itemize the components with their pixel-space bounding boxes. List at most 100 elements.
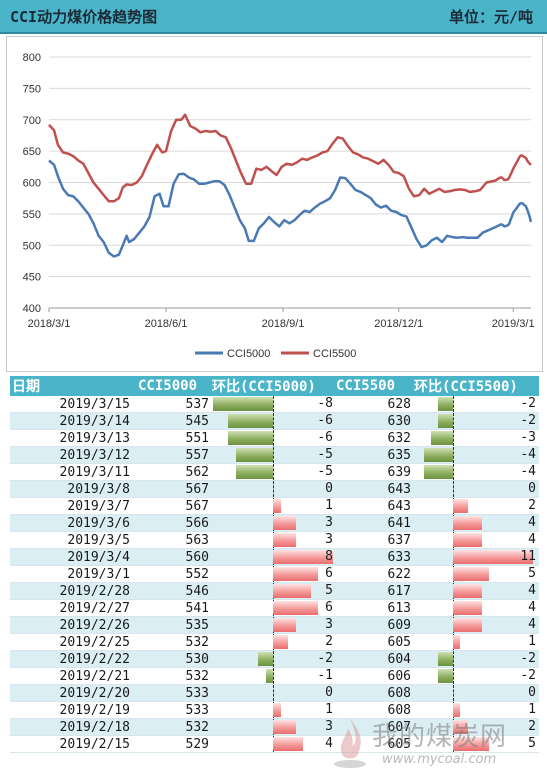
cell-date: 2019/2/22 bbox=[10, 650, 138, 668]
cell-cci5000: 552 bbox=[138, 565, 212, 583]
change-bar-negative bbox=[235, 448, 273, 462]
change-bar-positive bbox=[273, 703, 281, 717]
change-value: -8 bbox=[317, 396, 333, 411]
cell-cci5500: 617 bbox=[336, 582, 414, 600]
change-value: 4 bbox=[528, 583, 536, 598]
change-bar-negative bbox=[235, 465, 273, 479]
y-tick-label: 800 bbox=[23, 52, 41, 64]
cell-date: 2019/3/6 bbox=[10, 514, 138, 532]
cell-cci5000-change: 3 bbox=[212, 531, 336, 549]
cell-cci5000: 557 bbox=[138, 446, 212, 464]
change-bar-positive bbox=[273, 516, 296, 530]
cell-cci5000: 562 bbox=[138, 463, 212, 481]
change-value: 5 bbox=[528, 566, 536, 581]
change-bar-negative bbox=[213, 397, 273, 411]
col-header-cci5500-change: 环比(CCI5500) bbox=[414, 376, 539, 396]
cell-cci5500-change: -4 bbox=[414, 446, 539, 464]
cell-cci5000: 535 bbox=[138, 616, 212, 634]
cell-cci5500-change: 0 bbox=[414, 684, 539, 702]
change-value: -2 bbox=[317, 651, 333, 666]
cell-cci5000: 560 bbox=[138, 548, 212, 566]
change-bar-positive bbox=[273, 720, 296, 734]
cell-cci5000: 530 bbox=[138, 650, 212, 668]
cell-cci5000-change: 3 bbox=[212, 718, 336, 736]
cell-cci5500: 641 bbox=[336, 514, 414, 532]
change-bar-negative bbox=[228, 431, 273, 445]
chart-canvas: 400 450 500 550 600 650 700 750 800 2018/3/1 2018/… bbox=[23, 52, 535, 360]
cell-cci5500: 628 bbox=[336, 396, 414, 413]
cell-cci5000-change: 8 bbox=[212, 548, 336, 566]
col-header-cci5000: CCI5000 bbox=[138, 376, 212, 396]
change-value: -2 bbox=[520, 396, 536, 411]
cell-cci5500: 637 bbox=[336, 531, 414, 549]
change-value: 8 bbox=[325, 549, 333, 564]
change-bar-negative bbox=[423, 465, 453, 479]
change-bar-positive bbox=[453, 601, 483, 615]
cell-date: 2019/2/25 bbox=[10, 633, 138, 651]
change-value: -5 bbox=[317, 464, 333, 479]
change-value: -4 bbox=[520, 447, 536, 462]
cell-cci5000-change: 6 bbox=[212, 599, 336, 617]
change-bar-positive bbox=[273, 584, 311, 598]
table-row: 2019/2/19 533 1 608 1 bbox=[10, 701, 539, 719]
cell-cci5500: 604 bbox=[336, 650, 414, 668]
change-bar-positive bbox=[453, 499, 468, 513]
change-bar-positive bbox=[453, 737, 490, 751]
cell-cci5500-change: 5 bbox=[414, 735, 539, 753]
change-bar-positive bbox=[273, 618, 296, 632]
zero-axis-line bbox=[453, 396, 454, 412]
change-value: 6 bbox=[325, 600, 333, 615]
change-bar-positive bbox=[453, 533, 483, 547]
col-header-cci5000-change: 环比(CCI5000) bbox=[212, 376, 336, 396]
change-value: 1 bbox=[528, 702, 536, 717]
table-row: 2019/3/6 566 3 641 4 bbox=[10, 514, 539, 532]
cell-cci5500-change: -2 bbox=[414, 396, 539, 413]
change-bar-positive bbox=[273, 737, 303, 751]
cell-cci5000: 545 bbox=[138, 412, 212, 430]
col-header-cci5500: CCI5500 bbox=[336, 376, 414, 396]
cell-date: 2019/3/4 bbox=[10, 548, 138, 566]
cell-date: 2019/2/19 bbox=[10, 701, 138, 719]
change-value: 4 bbox=[528, 532, 536, 547]
cell-cci5000: 567 bbox=[138, 480, 212, 498]
zero-axis-line bbox=[453, 668, 454, 684]
col-header-date: 日期 bbox=[10, 376, 138, 396]
price-table: 日期 CCI5000 环比(CCI5000) CCI5500 环比(CCI550… bbox=[10, 376, 539, 753]
cell-cci5000: 563 bbox=[138, 531, 212, 549]
zero-axis-line bbox=[453, 430, 454, 446]
change-bar-positive bbox=[453, 635, 461, 649]
cell-cci5500: 622 bbox=[336, 565, 414, 583]
change-value: 2 bbox=[325, 634, 333, 649]
cell-date: 2019/2/26 bbox=[10, 616, 138, 634]
cell-cci5000-change: -8 bbox=[212, 396, 336, 413]
cell-cci5000-change: -5 bbox=[212, 463, 336, 481]
cell-cci5500-change: 4 bbox=[414, 599, 539, 617]
legend-label-cci5000: CCI5000 bbox=[227, 348, 270, 360]
table-row: 2019/2/25 532 2 605 1 bbox=[10, 633, 539, 651]
zero-axis-line bbox=[273, 447, 274, 463]
cell-cci5500: 613 bbox=[336, 599, 414, 617]
table-row: 2019/3/13 551 -6 632 -3 bbox=[10, 429, 539, 447]
change-bar-negative bbox=[438, 652, 453, 666]
cell-cci5500-change: 1 bbox=[414, 701, 539, 719]
zero-axis-line bbox=[453, 413, 454, 429]
y-tick-label: 700 bbox=[23, 115, 41, 127]
watermark-text: 我的煤炭网 bbox=[372, 722, 508, 752]
change-value: 4 bbox=[528, 600, 536, 615]
cell-cci5000: 532 bbox=[138, 667, 212, 685]
change-value: 0 bbox=[528, 685, 536, 700]
change-value: 1 bbox=[325, 498, 333, 513]
cell-cci5000: 567 bbox=[138, 497, 212, 515]
table-row: 2019/2/21 532 -1 606 -2 bbox=[10, 667, 539, 685]
table-row: 2019/3/14 545 -6 630 -2 bbox=[10, 412, 539, 430]
change-value: 3 bbox=[325, 515, 333, 530]
change-value: 3 bbox=[325, 719, 333, 734]
cell-cci5000-change: 4 bbox=[212, 735, 336, 753]
cell-date: 2019/2/15 bbox=[10, 735, 138, 753]
change-value: -6 bbox=[317, 430, 333, 445]
cell-cci5500-change: 2 bbox=[414, 718, 539, 736]
line-chart: 400 450 500 550 600 650 700 750 800 2018/3/1 2018/… bbox=[6, 36, 543, 372]
y-tick-label: 550 bbox=[23, 209, 41, 221]
change-value: 6 bbox=[325, 566, 333, 581]
cell-cci5500-change: 4 bbox=[414, 531, 539, 549]
